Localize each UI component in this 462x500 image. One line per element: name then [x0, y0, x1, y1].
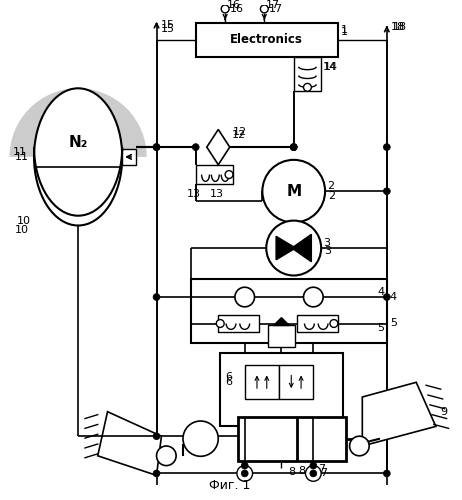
Circle shape — [157, 446, 176, 466]
Text: 18: 18 — [391, 22, 405, 32]
Text: 5: 5 — [377, 324, 384, 334]
Text: 8: 8 — [288, 468, 295, 477]
Circle shape — [235, 287, 255, 307]
Circle shape — [241, 462, 248, 469]
Text: 11: 11 — [12, 147, 26, 157]
Text: 7: 7 — [318, 464, 325, 473]
Text: 6: 6 — [225, 378, 232, 388]
Text: 16: 16 — [227, 0, 241, 10]
Circle shape — [290, 144, 297, 150]
Text: 2: 2 — [327, 182, 334, 192]
Text: 10: 10 — [14, 226, 29, 235]
Text: 13: 13 — [209, 189, 224, 199]
Circle shape — [192, 144, 199, 150]
Bar — [196, 22, 338, 57]
Polygon shape — [276, 236, 296, 260]
Bar — [191, 280, 387, 343]
Bar — [238, 416, 346, 461]
Text: Electronics: Electronics — [231, 34, 303, 46]
Text: 18: 18 — [393, 22, 407, 32]
Text: 14: 14 — [324, 62, 338, 72]
Text: 4: 4 — [377, 287, 384, 297]
Circle shape — [153, 144, 160, 150]
Circle shape — [153, 294, 160, 300]
Bar — [196, 164, 233, 184]
Text: 15: 15 — [160, 24, 175, 34]
Text: 4: 4 — [390, 292, 397, 302]
Text: 10: 10 — [16, 216, 30, 226]
Text: 3: 3 — [323, 238, 330, 248]
Text: 2: 2 — [328, 191, 335, 201]
Text: 14: 14 — [323, 62, 337, 72]
Circle shape — [304, 287, 323, 307]
Text: 3: 3 — [324, 246, 331, 256]
Bar — [279, 364, 313, 399]
Circle shape — [266, 220, 321, 276]
Circle shape — [241, 470, 248, 477]
Text: N₂: N₂ — [68, 134, 88, 150]
Bar — [218, 314, 260, 332]
Bar — [220, 353, 343, 426]
Circle shape — [262, 160, 325, 222]
Text: 15: 15 — [160, 20, 175, 30]
Circle shape — [153, 144, 160, 150]
Text: 17: 17 — [269, 4, 283, 14]
Circle shape — [383, 470, 390, 477]
Text: 9: 9 — [441, 406, 448, 416]
Bar — [268, 326, 295, 347]
Text: 1: 1 — [341, 26, 348, 36]
Polygon shape — [98, 412, 161, 476]
Text: 6: 6 — [225, 372, 232, 382]
Text: 12: 12 — [231, 130, 246, 140]
Circle shape — [305, 466, 321, 481]
Circle shape — [383, 188, 390, 194]
Text: M: M — [286, 184, 301, 198]
Circle shape — [153, 470, 160, 477]
Text: 11: 11 — [14, 152, 29, 162]
Circle shape — [310, 470, 317, 477]
Circle shape — [330, 320, 338, 328]
Polygon shape — [362, 382, 436, 446]
Circle shape — [304, 84, 311, 91]
Circle shape — [350, 436, 369, 456]
Text: 17: 17 — [266, 0, 280, 10]
Circle shape — [237, 466, 253, 481]
Circle shape — [383, 144, 390, 150]
Circle shape — [290, 144, 297, 150]
Circle shape — [221, 5, 229, 13]
Circle shape — [261, 5, 268, 13]
Text: 5: 5 — [390, 318, 397, 328]
Bar — [122, 149, 136, 164]
Polygon shape — [292, 234, 311, 262]
Text: 8: 8 — [298, 466, 305, 475]
Circle shape — [310, 462, 317, 469]
Polygon shape — [274, 318, 289, 326]
Circle shape — [225, 170, 233, 178]
Text: 13: 13 — [187, 189, 201, 199]
Bar — [294, 57, 321, 91]
Text: 1: 1 — [341, 28, 348, 38]
Text: 7: 7 — [320, 468, 327, 478]
Bar — [297, 314, 338, 332]
Circle shape — [290, 144, 297, 150]
Text: Фиг. 1: Фиг. 1 — [209, 478, 251, 492]
Circle shape — [216, 320, 224, 328]
Circle shape — [153, 433, 160, 440]
Polygon shape — [207, 130, 230, 164]
Ellipse shape — [34, 88, 122, 226]
Text: 16: 16 — [230, 4, 244, 14]
Circle shape — [383, 294, 390, 300]
Text: 12: 12 — [233, 128, 247, 138]
Bar — [245, 364, 279, 399]
Wedge shape — [10, 88, 147, 157]
Circle shape — [183, 421, 218, 456]
